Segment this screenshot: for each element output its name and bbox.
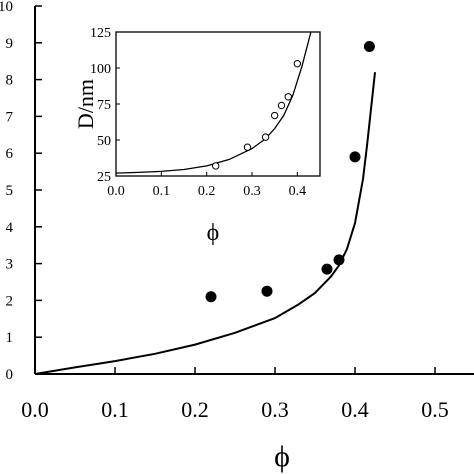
inset-data-point [270,111,279,120]
main-y-tick-label: 2 [6,293,14,309]
main-x-tick-label: 0.4 [341,397,369,422]
main-ticks: 0.0 0.1 0.2 0.3 0.4 0.5 0 1 2 3 4 5 6 7 8 9 10 [0,0,449,422]
main-y-tick-label: 6 [6,146,14,162]
main-y-tick-label: 9 [6,36,14,52]
inset-data-point [212,162,220,170]
inset-y-axis-label: D/nm [73,79,98,129]
inset-x-tick-label: 0.0 [107,184,125,199]
main-data-point [349,151,361,163]
inset-x-tick-label: 0.1 [153,184,171,199]
inset-data-point [243,143,252,151]
main-data-point [261,285,273,297]
inset-data-points [212,59,302,170]
inset-x-tick-label: 0.2 [198,184,216,199]
inset-x-tick-label: 0.4 [289,184,307,199]
main-y-tick-label: 3 [6,257,14,273]
main-data-point [363,40,375,52]
main-data-point [321,263,333,275]
main-y-tick-label: 1 [6,330,14,346]
inset-y-tick-label: 125 [90,26,111,41]
main-fit-curve [34,72,376,375]
main-y-tick-label: 8 [6,73,14,89]
inset-x-tick-label: 0.3 [243,184,261,199]
main-y-tick-label: 0 [6,367,14,383]
main-y-tick-label: 10 [0,0,13,15]
main-x-tick-label: 0.1 [101,397,129,422]
inset-data-point [277,101,286,110]
inset-x-axis-label: ϕ [207,220,220,246]
main-x-tick-label: 0.5 [421,397,449,422]
inset-plot: 0.0 0.1 0.2 0.3 0.4 25 50 75 100 125 D/nm ϕ [73,26,321,246]
inset-data-point [261,133,270,141]
inset-y-tick-label: 25 [97,170,111,185]
main-x-tick-label: 0.3 [261,397,289,422]
main-x-axis-label: ϕ [274,440,290,473]
main-data-points [205,40,375,303]
inset-frame [115,31,321,177]
inset-y-tick-label: 100 [90,62,111,77]
main-x-tick-label: 0.0 [21,397,49,422]
inset-data-point [293,59,302,68]
main-data-point [333,254,345,266]
main-y-tick-label: 7 [6,109,14,125]
inset-fit-curve [115,31,312,174]
inset-y-tick-label: 50 [97,134,111,149]
inset-y-tick-label: 75 [97,98,111,113]
main-x-tick-label: 0.2 [181,397,209,422]
main-y-tick-label: 4 [6,220,14,236]
main-data-point [205,291,217,303]
main-y-tick-label: 5 [6,183,14,199]
inset-ticks: 0.0 0.1 0.2 0.3 0.4 25 50 75 100 125 [90,26,306,199]
inset-data-point [284,93,292,101]
